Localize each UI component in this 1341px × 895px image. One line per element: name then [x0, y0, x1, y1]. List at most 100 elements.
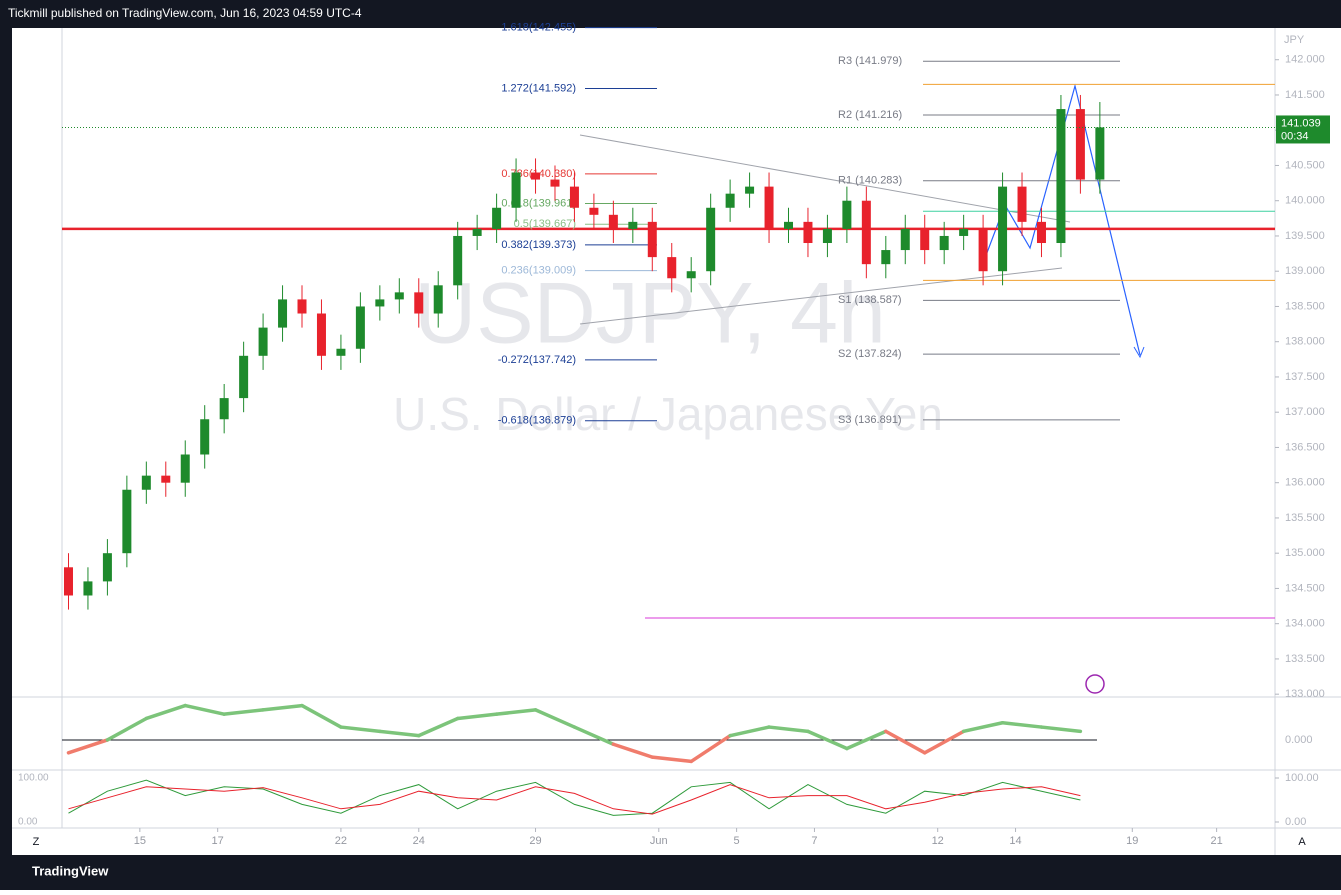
x-tick-label: Jun	[650, 835, 668, 847]
osc-segment	[689, 733, 732, 764]
countdown: 00:34	[1281, 130, 1309, 142]
header-bar	[0, 0, 1341, 28]
candle-body	[550, 179, 560, 187]
candle-body	[608, 214, 618, 229]
osc-segment	[105, 716, 149, 742]
candle-body	[316, 313, 326, 356]
candle-body	[180, 454, 190, 483]
candle-body	[959, 228, 969, 236]
candle-body	[200, 419, 210, 455]
osc-segment	[572, 725, 616, 746]
pivot-label: S2 (137.824)	[838, 348, 902, 360]
osc-segment	[455, 712, 499, 721]
footer-bar	[0, 855, 1341, 890]
osc-segment	[1000, 721, 1044, 729]
pivot-label: S1 (138.587)	[838, 294, 902, 306]
candle-body	[1017, 186, 1027, 222]
candle-body	[472, 228, 482, 236]
osc-segment	[66, 738, 110, 755]
y-tick-label: 139.000	[1285, 265, 1325, 277]
arrow-head	[1133, 346, 1145, 359]
y-tick-label: 134.000	[1285, 618, 1325, 630]
candle-body	[978, 228, 988, 272]
candle-body	[706, 207, 716, 272]
x-tick-label: 22	[335, 835, 347, 847]
fib-label: 0.236(139.009)	[501, 264, 576, 276]
event-icon[interactable]	[1085, 674, 1105, 694]
y-tick-label: 138.000	[1285, 336, 1325, 348]
osc-segment	[339, 725, 382, 734]
x-tick-label: 29	[529, 835, 541, 847]
stoch-tick-label: 100.00	[1285, 772, 1319, 784]
candle-body	[141, 475, 151, 490]
last-price-label: 141.039	[1281, 117, 1321, 129]
y-tick-label: 133.000	[1285, 688, 1325, 700]
osc-segment	[417, 716, 460, 738]
fib-label: 1.618(142.455)	[501, 22, 576, 34]
candle-body	[1056, 109, 1066, 244]
y-tick-label: 134.500	[1285, 582, 1325, 594]
osc-segment	[494, 708, 538, 716]
zoom-button-label[interactable]: Z	[33, 836, 40, 848]
candle-body	[569, 186, 579, 208]
osc-segment	[806, 729, 849, 751]
y-tick-label: 138.500	[1285, 300, 1325, 312]
y-tick-label: 135.500	[1285, 512, 1325, 524]
auto-button-label[interactable]: A	[1298, 836, 1306, 848]
osc-segment	[922, 729, 966, 755]
osc-segment	[378, 729, 421, 738]
watermark-symbol: USDJPY, 4h	[414, 266, 886, 362]
candle-body	[433, 285, 443, 314]
candle-body	[803, 221, 813, 244]
candle-body	[725, 193, 735, 208]
x-tick-label: 7	[811, 835, 817, 847]
x-tick-label: 24	[413, 835, 425, 847]
candle-body	[998, 186, 1008, 272]
fib-label: 1.272(141.592)	[501, 82, 576, 94]
candle-body	[355, 306, 365, 349]
publisher: Tickmill published on TradingView.com, J…	[8, 6, 362, 20]
y-tick-label: 137.500	[1285, 371, 1325, 383]
auto-button[interactable]	[1293, 832, 1311, 850]
trendline	[579, 134, 1071, 223]
osc-segment	[961, 721, 1005, 734]
candle-body	[219, 398, 229, 420]
y-tick-label: 135.000	[1285, 547, 1325, 559]
x-tick-label: 21	[1210, 835, 1222, 847]
osc-segment	[222, 708, 265, 716]
candle-body	[375, 299, 385, 307]
candle-body	[278, 299, 288, 328]
candle-body	[414, 292, 424, 314]
candle-body	[531, 172, 541, 180]
pivot-label: S3 (136.891)	[838, 414, 902, 426]
candle-body	[784, 221, 794, 229]
osc-segment	[533, 708, 577, 729]
zoom-button[interactable]	[28, 832, 44, 850]
candle-body	[1095, 127, 1105, 180]
osc-segment	[183, 703, 226, 716]
x-tick-label: 14	[1009, 835, 1021, 847]
candle-body	[258, 327, 268, 356]
pivot-label: R2 (141.216)	[838, 109, 902, 121]
stoch-line	[68, 784, 1081, 815]
candle-body	[667, 257, 677, 279]
fib-label: -0.272(137.742)	[498, 354, 576, 366]
trendline	[579, 267, 1063, 325]
currency: JPY	[1284, 34, 1305, 46]
candle-body	[861, 200, 871, 265]
candle-body	[745, 186, 755, 194]
candle-body	[1075, 109, 1085, 180]
candle-body	[881, 250, 891, 265]
stoch-line	[68, 779, 1081, 816]
fib-label: -0.618(136.879)	[498, 415, 576, 427]
fib-label: 0.382(139.373)	[501, 239, 576, 251]
osc-segment	[845, 729, 888, 751]
candle-body	[161, 475, 171, 483]
candle-body	[394, 292, 404, 300]
watermark-description: U.S. Dollar / Japanese Yen	[393, 388, 943, 440]
candle-body	[83, 581, 93, 596]
stoch-tick-label-left: 100.00	[18, 773, 49, 784]
candle-body	[920, 228, 930, 251]
